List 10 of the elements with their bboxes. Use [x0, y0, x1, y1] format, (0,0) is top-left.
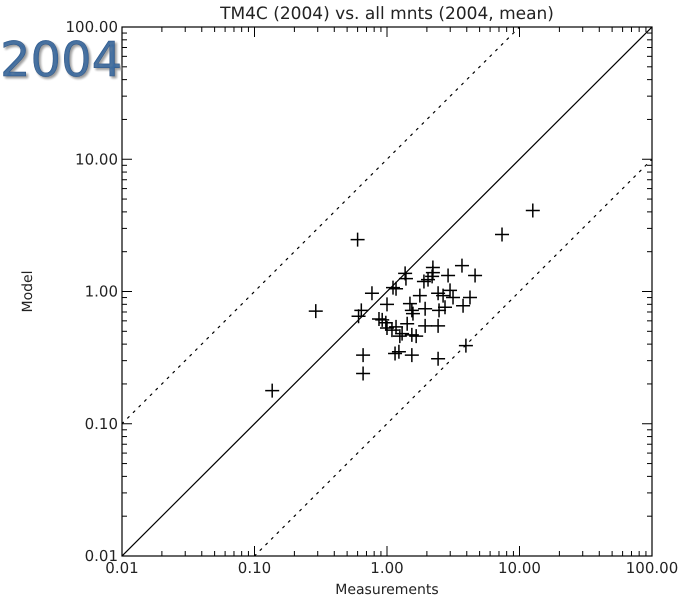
x-axis-title: Measurements — [335, 582, 439, 598]
y-tick-label: 1.00 — [84, 282, 118, 300]
x-tick-label: 10.00 — [498, 559, 541, 577]
chart-title: TM4C (2004) vs. all mnts (2004, mean) — [219, 4, 554, 24]
y-axis-title: Model — [20, 270, 36, 313]
y-tick-label: 10.00 — [75, 150, 118, 168]
y-tick-label: 0.10 — [84, 414, 118, 433]
x-tick-label: 100.00 — [626, 559, 678, 577]
x-tick-label: 1.00 — [370, 559, 404, 577]
x-tick-label: 0.10 — [238, 559, 272, 577]
